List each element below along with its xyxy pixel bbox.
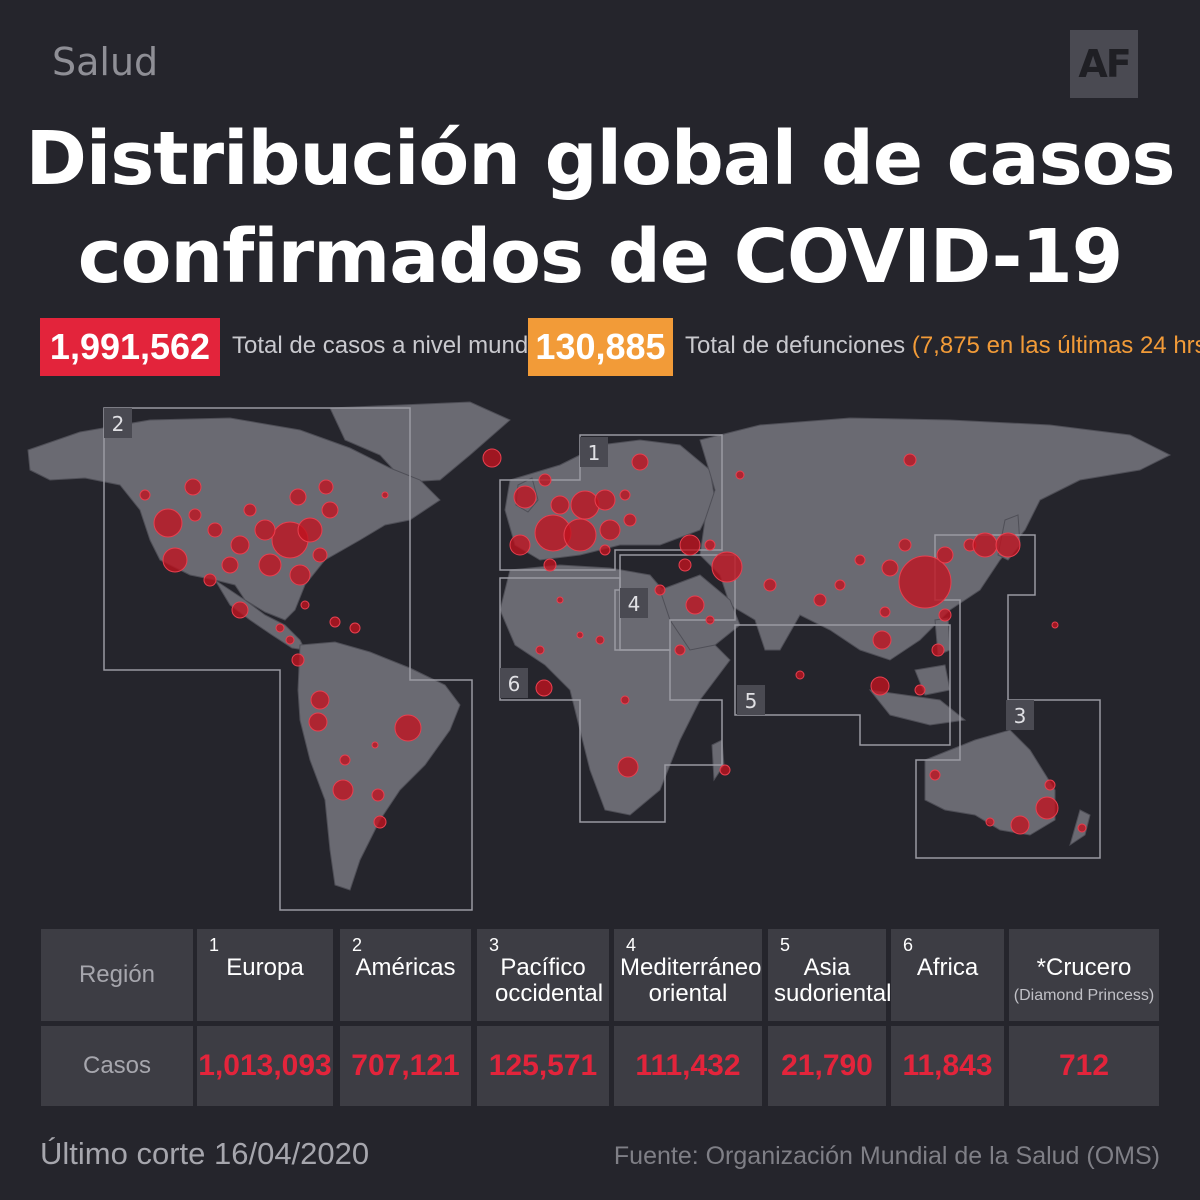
deaths-24h-text: (7,875 en las últimas 24 hrs)	[911, 332, 1200, 359]
column-number: 5	[780, 935, 791, 955]
column-name: Américas	[355, 954, 456, 981]
map-label-4: 4	[628, 592, 641, 616]
column-number: 1	[209, 935, 220, 955]
cases-europa: 1,013,093	[197, 1026, 333, 1106]
title-line-2: confirmados de COVID-19	[77, 214, 1124, 300]
map-label-1: 1	[588, 441, 601, 465]
column-crucero: *Crucero (Diamond Princess)	[1009, 929, 1159, 1021]
landmasses	[27, 401, 1172, 891]
column-name: Africa	[916, 954, 979, 981]
title-line-1: Distribución global de casos	[25, 116, 1175, 202]
column-number: 3	[489, 935, 500, 955]
box-europe	[499, 434, 723, 571]
total-deaths-label: Total de defunciones (7,875 en las últim…	[685, 332, 1200, 360]
world-map: 2 1 4 6 5 3	[27, 401, 1172, 911]
column-number: 2	[352, 935, 363, 955]
row-header-region: Región	[41, 929, 193, 1021]
total-cases-badge: 1,991,562	[40, 318, 220, 376]
column-africa: 6 Africa	[891, 929, 1004, 1021]
region-boxes	[103, 407, 1101, 911]
column-europa: 1 Europa	[197, 929, 333, 1021]
region-box-labels: 2 1 4 6 5 3	[104, 408, 1034, 730]
case-markers	[139, 448, 1087, 835]
section-label: Salud	[52, 40, 159, 84]
total-deaths-badge: 130,885	[528, 318, 673, 376]
column-number: 4	[626, 935, 637, 955]
column-name: Mediterráneo oriental	[620, 954, 762, 1007]
column-name: *Crucero (Diamond Princess)	[1009, 955, 1159, 1009]
column-name: Pacífico occidental	[495, 954, 604, 1007]
box-africa	[499, 577, 723, 823]
column-mediterraneo: 4 Mediterráneo oriental	[614, 929, 762, 1021]
map-label-3: 3	[1014, 704, 1027, 728]
map-label-6: 6	[508, 672, 521, 696]
column-pacifico: 3 Pacífico occidental	[477, 929, 609, 1021]
source: Fuente: Organización Mundial de la Salud…	[613, 1142, 1160, 1170]
row-header-cases: Casos	[41, 1026, 193, 1106]
greenland	[329, 401, 511, 483]
cases-africa: 11,843	[891, 1026, 1004, 1106]
indonesia	[868, 689, 967, 726]
map-label-5: 5	[745, 689, 758, 713]
region-cases-table: Región Casos 1 Europa 2 Américas 3 Pacíf…	[41, 929, 1159, 1106]
cases-mediterraneo: 111,432	[614, 1026, 762, 1106]
column-americas: 2 Américas	[340, 929, 471, 1021]
column-name-text: *Crucero	[1036, 954, 1132, 981]
australia	[924, 729, 1056, 836]
column-subtitle: (Diamond Princess)	[1013, 987, 1155, 1004]
column-asia: 5 Asia sudoriental	[768, 929, 892, 1021]
column-name: Europa	[226, 954, 304, 981]
map-label-2: 2	[112, 412, 125, 436]
stats-bar: 1,991,562 Total de casos a nivel mundial…	[40, 318, 1200, 376]
column-number: 6	[903, 935, 914, 955]
south-america	[297, 641, 461, 891]
cases-americas: 707,121	[340, 1026, 471, 1106]
deaths-label-text: Total de defunciones	[685, 332, 906, 359]
box-southeast-asia	[734, 624, 951, 746]
cases-asia: 21,790	[768, 1026, 886, 1106]
box-americas	[103, 407, 473, 911]
north-america	[27, 417, 441, 621]
cases-pacifico: 125,571	[477, 1026, 609, 1106]
af-logo: AF	[1070, 30, 1138, 98]
column-name: Asia sudoriental	[774, 954, 892, 1007]
box-western-pacific	[915, 534, 1101, 859]
africa	[499, 564, 731, 816]
cases-crucero: 712	[1009, 1026, 1159, 1106]
last-update: Último corte 16/04/2020	[40, 1136, 370, 1171]
total-cases-label: Total de casos a nivel mundial	[232, 332, 553, 359]
page-title: Distribución global de casos confirmados…	[0, 110, 1200, 306]
